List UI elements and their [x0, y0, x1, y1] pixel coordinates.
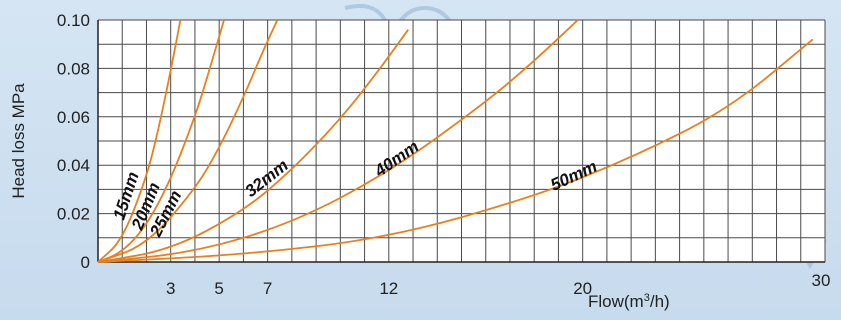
x-tick-label: 3: [166, 279, 175, 298]
y-tick-label: 0.04: [57, 156, 90, 175]
series-line-50mm: [97, 38, 814, 263]
x-axis-title-main: Flow(m: [588, 292, 644, 311]
x-axis-title-end: /h): [650, 292, 670, 311]
x-tick-label: 7: [263, 279, 272, 298]
y-axis-title: Head loss MPa: [9, 83, 28, 199]
y-tick-label: 0.10: [57, 11, 90, 30]
axes: 0 0.02 0.04 0.06 0.08 0.10 3 5 7 12 20 30: [57, 11, 831, 298]
series-line-15mm: [97, 19, 182, 263]
y-tick-label: 0.02: [57, 205, 90, 224]
y-tick-label: 0: [81, 253, 90, 272]
series-line-32mm: [97, 29, 409, 263]
x-tick-label: 20: [573, 279, 592, 298]
series-line-40mm: [97, 19, 579, 263]
y-tick-label: 0.08: [57, 59, 90, 78]
series-line-25mm: [97, 19, 279, 263]
x-tick-label: 5: [214, 279, 223, 298]
y-tick-label: 0.06: [57, 108, 90, 127]
x-tick-label: 30: [812, 271, 831, 290]
x-axis-title-sup: 3: [644, 292, 650, 304]
x-axis-title: Flow(m3/h): [588, 292, 670, 311]
x-tick-label: 12: [379, 279, 398, 298]
